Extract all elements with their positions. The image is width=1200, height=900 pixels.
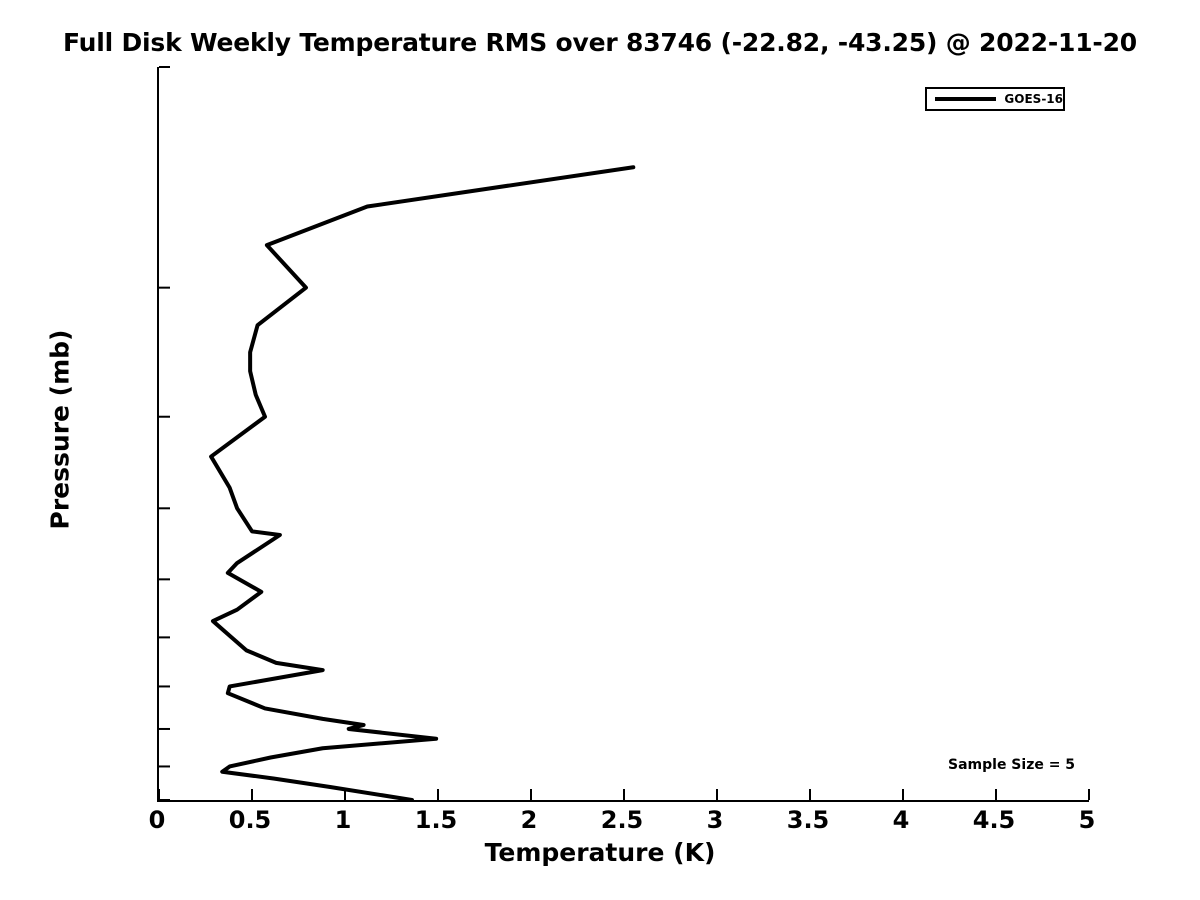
x-tick-label: 4 [892, 806, 910, 834]
x-tick-label: 1 [334, 806, 352, 834]
legend-line-swatch [935, 97, 997, 101]
sample-size-annotation: Sample Size = 5 [948, 757, 1076, 773]
legend-label-goes-16: GOES-16 [1004, 92, 1063, 106]
chart-title: Full Disk Weekly Temperature RMS over 83… [63, 28, 1137, 57]
plot-area [157, 66, 1090, 802]
x-tick-marks [158, 789, 1090, 800]
x-tick-label: 4.5 [972, 806, 1016, 834]
x-tick-label: 1.5 [414, 806, 458, 834]
x-axis-label: Temperature (K) [484, 838, 716, 867]
data-line-svg [158, 66, 1090, 802]
x-tick-label: 3.5 [786, 806, 830, 834]
x-tick-label: 0.5 [228, 806, 272, 834]
x-tick-label: 2.5 [600, 806, 644, 834]
y-axis-label: Pressure (mb) [45, 329, 75, 530]
series-line-goes-16 [209, 165, 636, 802]
x-tick-label: 5 [1078, 806, 1096, 834]
x-tick-label: 2 [520, 806, 538, 834]
x-tick-label: 0 [148, 806, 166, 834]
y-tick-marks [159, 66, 170, 801]
x-tick-label: 3 [706, 806, 724, 834]
chart-legend: GOES-16 [925, 87, 1065, 111]
